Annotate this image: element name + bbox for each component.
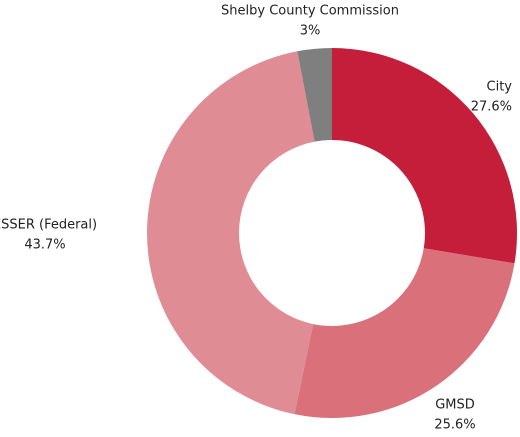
slice-label: City [487, 80, 513, 95]
slice-label: ESSER (Federal) [0, 218, 97, 233]
slice-value-label: 43.7% [24, 238, 65, 253]
slice-value-label: 3% [300, 24, 321, 39]
slice [146, 51, 315, 415]
slice [294, 248, 515, 418]
slice-label: GMSD [435, 398, 475, 413]
slice-value-label: 27.6% [471, 100, 512, 115]
slice-value-label: 25.6% [434, 418, 475, 433]
slice [297, 48, 332, 142]
slice [332, 48, 517, 264]
slice-label: Shelby County Commission [221, 4, 399, 19]
